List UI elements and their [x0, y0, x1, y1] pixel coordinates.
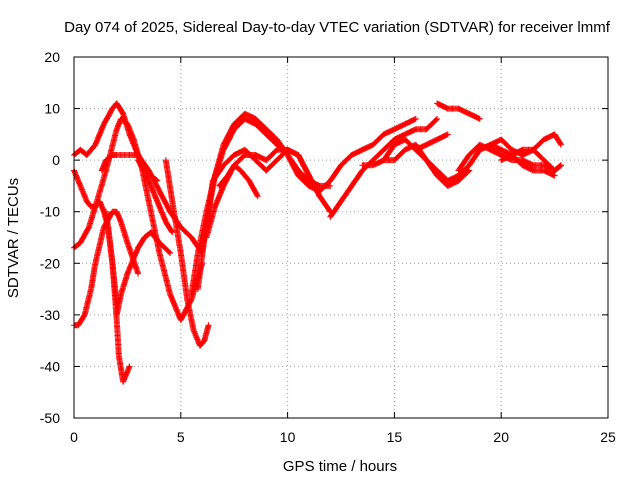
- series-arc-7: [113, 229, 174, 318]
- x-axis-ticks: 0 5 10 15 20 25: [70, 57, 616, 445]
- plot-border: [73, 56, 609, 419]
- y-tick-label: -20: [40, 255, 60, 271]
- y-tick-label: 20: [44, 49, 60, 65]
- data-point-markers: [98, 152, 206, 256]
- x-tick-label: 10: [280, 429, 296, 445]
- series-arc-20: [434, 100, 483, 122]
- y-tick-label: -40: [40, 358, 60, 374]
- x-tick-label: 20: [493, 429, 509, 445]
- data-point-markers: [498, 146, 564, 174]
- data-point-markers: [135, 157, 176, 236]
- series-arc-23: [498, 146, 564, 174]
- y-axis-label: SDTVAR / TECUs: [5, 178, 22, 298]
- x-tick-label: 15: [387, 429, 403, 445]
- data-point-markers: [216, 162, 261, 200]
- y-axis-ticks: -50 -40 -30 -20 -10 0 10 20: [40, 49, 608, 426]
- data-point-markers: [306, 115, 419, 195]
- y-tick-label: -30: [40, 307, 60, 323]
- y-tick-label: 10: [44, 101, 60, 117]
- x-tick-label: 0: [70, 429, 78, 445]
- data-point-markers: [162, 157, 212, 349]
- x-tick-label: 25: [600, 429, 616, 445]
- y-tick-label: -10: [40, 204, 60, 220]
- series-arc-5: [98, 152, 206, 256]
- y-tick-label: -50: [40, 410, 60, 426]
- series-arc-14: [216, 162, 261, 200]
- x-axis-label: GPS time / hours: [283, 458, 397, 475]
- y-tick-label: 0: [52, 152, 60, 168]
- series-arc-8: [135, 157, 176, 236]
- data-point-markers: [113, 229, 174, 318]
- x-tick-label: 5: [177, 429, 185, 445]
- series-arc-15: [306, 115, 419, 195]
- series-arc-9: [162, 157, 212, 349]
- data-point-markers: [434, 100, 483, 122]
- chart-title: Day 074 of 2025, Sidereal Day-to-day VTE…: [64, 19, 611, 36]
